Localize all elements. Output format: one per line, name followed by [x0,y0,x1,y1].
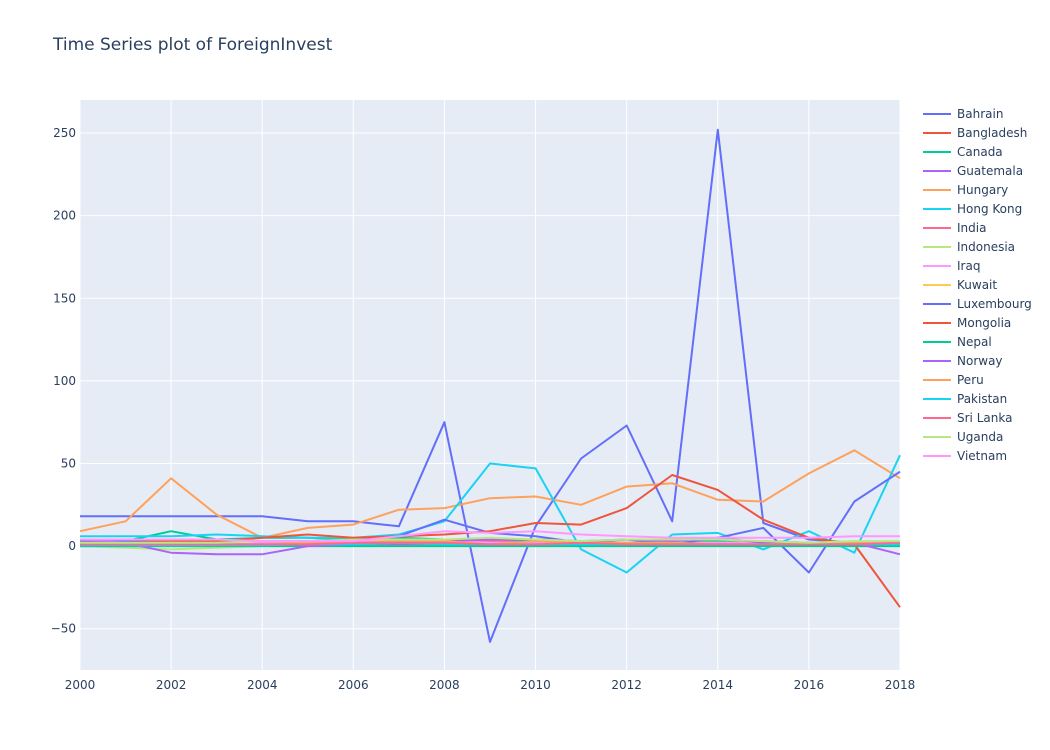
x-tick-label: 2008 [429,678,460,692]
y-tick-label: −50 [51,622,76,636]
y-tick-label: 200 [53,209,76,223]
legend-item-india[interactable]: India [923,221,986,235]
legend-item-hong-kong[interactable]: Hong Kong [923,202,1022,216]
y-tick-label: 0 [68,539,76,553]
legend-label: Vietnam [957,449,1007,463]
y-tick-label: 50 [61,456,76,470]
legend-item-uganda[interactable]: Uganda [923,430,1003,444]
series-line-uganda[interactable] [80,536,900,544]
legend-item-nepal[interactable]: Nepal [923,335,992,349]
x-tick-label: 2010 [520,678,551,692]
x-tick-label: 2012 [611,678,642,692]
series-line-vietnam[interactable] [80,530,900,543]
legend-label: Guatemala [957,164,1023,178]
legend-item-canada[interactable]: Canada [923,145,1003,159]
legend-label: Iraq [957,259,980,273]
legend-label: Norway [957,354,1003,368]
legend-label: Kuwait [957,278,997,292]
series-line-hungary[interactable] [79,449,901,539]
legend[interactable]: Bahrain Bangladesh Canada Guatemala Hungary H… [923,107,1032,463]
y-tick-label: 100 [53,374,76,388]
plot-area [80,100,900,670]
legend-label: Hungary [957,183,1008,197]
legend-label: Bahrain [957,107,1003,121]
legend-item-norway[interactable]: Norway [923,354,1003,368]
x-tick-label: 2004 [247,678,278,692]
legend-label: Luxembourg [957,297,1032,311]
legend-item-pakistan[interactable]: Pakistan [923,392,1007,406]
y-axis-ticks: −50 0 50 100 150 200 250 [51,126,76,636]
legend-item-mongolia[interactable]: Mongolia [923,316,1011,330]
legend-label: Pakistan [957,392,1007,406]
chart-title: Time Series plot of ForeignInvest [52,35,333,55]
series-line-sri-lanka[interactable] [80,541,901,546]
x-axis-ticks: 2000 2002 2004 2006 2008 2010 2012 2014 2016 2018 [65,678,916,692]
x-tick-label: 2000 [65,678,96,692]
legend-item-bahrain[interactable]: Bahrain [923,107,1003,121]
legend-item-vietnam[interactable]: Vietnam [923,449,1007,463]
legend-label: Sri Lanka [957,411,1012,425]
legend-label: Bangladesh [957,126,1027,140]
legend-item-bangladesh[interactable]: Bangladesh [923,126,1027,140]
series-line-hong-kong[interactable] [80,454,901,574]
x-tick-label: 2002 [156,678,187,692]
x-tick-label: 2006 [338,678,369,692]
x-tick-label: 2016 [794,678,825,692]
legend-label: Indonesia [957,240,1015,254]
y-tick-label: 150 [53,291,76,305]
legend-label: Canada [957,145,1003,159]
series-line-norway[interactable] [79,536,901,556]
y-tick-label: 250 [53,126,76,140]
grid [79,100,901,670]
legend-item-indonesia[interactable]: Indonesia [923,240,1015,254]
legend-item-sri-lanka[interactable]: Sri Lanka [923,411,1012,425]
legend-label: Uganda [957,430,1003,444]
series-line-mongolia[interactable] [80,474,901,608]
legend-item-luxembourg[interactable]: Luxembourg [923,297,1032,311]
x-tick-label: 2018 [885,678,916,692]
legend-item-guatemala[interactable]: Guatemala [923,164,1023,178]
series-lines [79,128,901,643]
legend-item-iraq[interactable]: Iraq [923,259,980,273]
legend-label: India [957,221,986,235]
x-tick-label: 2014 [703,678,734,692]
legend-label: Peru [957,373,984,387]
legend-label: Nepal [957,335,992,349]
legend-label: Hong Kong [957,202,1022,216]
legend-item-kuwait[interactable]: Kuwait [923,278,997,292]
series-line-bahrain[interactable] [80,128,900,643]
legend-item-peru[interactable]: Peru [923,373,984,387]
legend-label: Mongolia [957,316,1011,330]
legend-item-hungary[interactable]: Hungary [923,183,1008,197]
